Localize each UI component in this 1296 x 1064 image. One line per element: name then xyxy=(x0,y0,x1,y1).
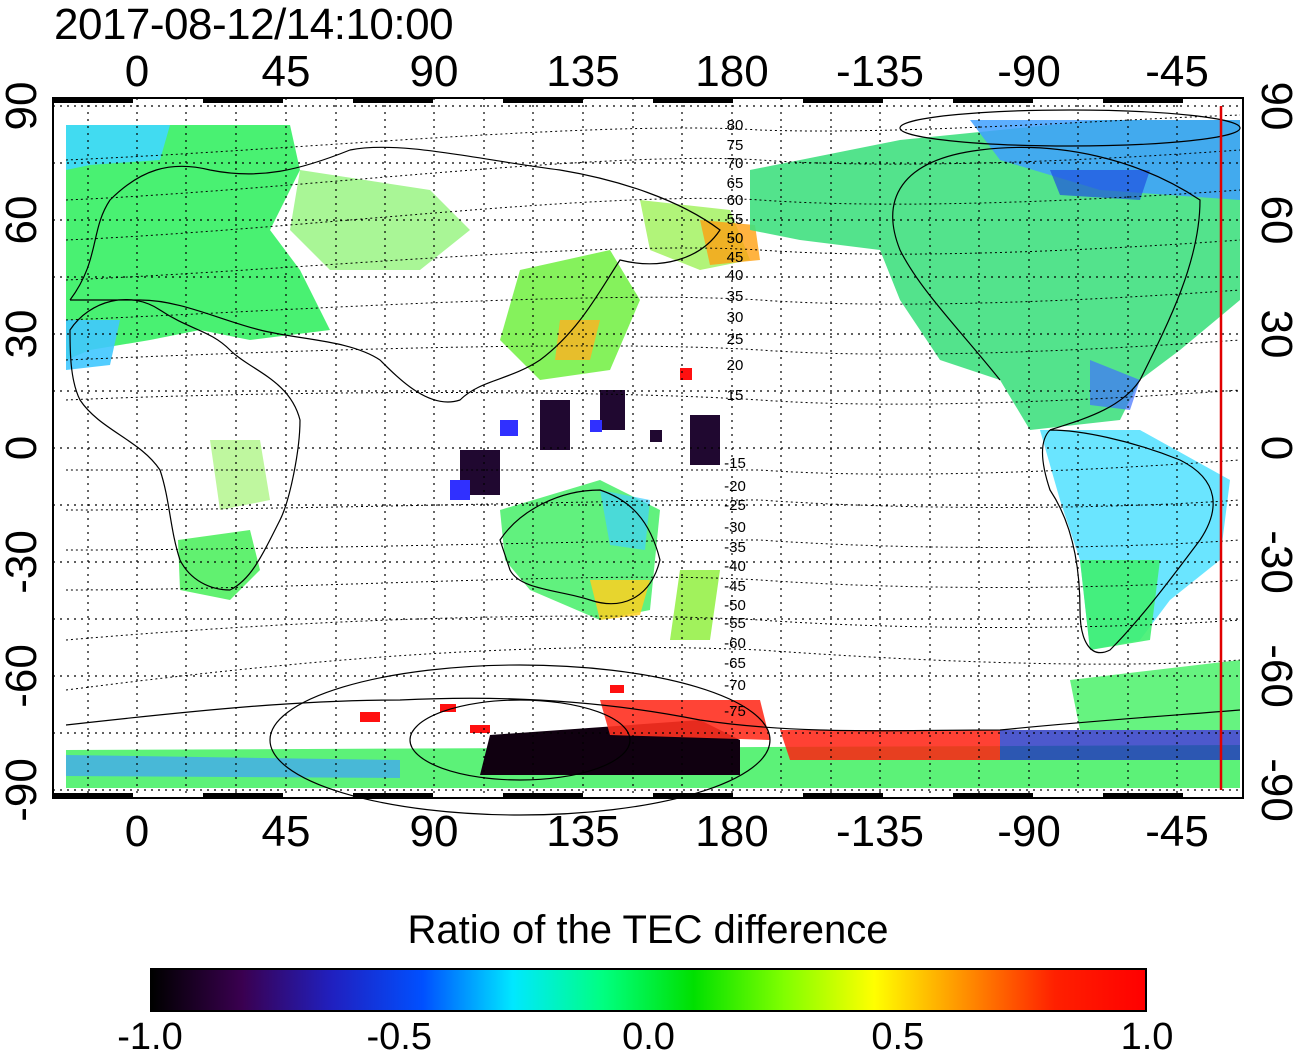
right-lat-label: -90 xyxy=(1252,758,1296,822)
magnetic-pole-ovals xyxy=(269,109,1241,816)
left-lat-label: -30 xyxy=(0,530,46,594)
tec-data-patches xyxy=(66,120,1240,788)
top-lon-label: 45 xyxy=(262,47,311,96)
magnetic-latitude-label: -50 xyxy=(724,597,746,614)
top-lon-label: 90 xyxy=(410,47,459,96)
right-latitude-labels: 90 60 30 0 -30 -60 -90 xyxy=(1252,82,1296,822)
top-lon-label: 135 xyxy=(546,47,619,96)
left-lat-label: 30 xyxy=(0,310,46,359)
magnetic-latitude-label: -65 xyxy=(724,655,746,672)
magnetic-latitude-label: 50 xyxy=(727,230,744,247)
bottom-longitude-labels: 0 45 90 135 180 -135 -90 -45 xyxy=(125,807,1209,856)
colorbar xyxy=(150,968,1147,1012)
magnetic-latitude-label: 20 xyxy=(727,357,744,374)
bottom-lon-label: -90 xyxy=(997,807,1061,856)
tec-map: 8075706560555045403530252015-15-20-25-30… xyxy=(0,47,1296,856)
top-lon-label: -90 xyxy=(997,47,1061,96)
right-lat-label: -30 xyxy=(1252,530,1296,594)
magnetic-latitude-label: 40 xyxy=(727,267,744,284)
right-lat-label: 0 xyxy=(1252,436,1296,460)
magnetic-latitude-label: -20 xyxy=(724,478,746,495)
bottom-lon-label: 135 xyxy=(546,807,619,856)
left-lat-label: 60 xyxy=(0,196,46,245)
left-lat-label: -60 xyxy=(0,644,46,708)
bottom-lon-label: 45 xyxy=(262,807,311,856)
magnetic-latitude-label: -35 xyxy=(724,539,746,556)
magnetic-latitude-label: -15 xyxy=(724,455,746,472)
top-lon-label: -45 xyxy=(1145,47,1209,96)
right-lat-label: 90 xyxy=(1252,82,1296,131)
magnetic-latitude-label: -40 xyxy=(724,558,746,575)
top-lon-label: 0 xyxy=(125,47,149,96)
magnetic-latitude-labels: 8075706560555045403530252015-15-20-25-30… xyxy=(724,117,746,720)
colorbar-tick-label: 1.0 xyxy=(1120,1016,1174,1058)
colorbar-tick-label: -1.0 xyxy=(117,1016,183,1058)
bottom-lon-label: -135 xyxy=(836,807,924,856)
bottom-lon-label: 90 xyxy=(410,807,459,856)
colorbar-tick-label: -0.5 xyxy=(366,1016,432,1058)
top-lon-label: -135 xyxy=(836,47,924,96)
magnetic-latitude-label: 35 xyxy=(727,288,744,305)
magnetic-latitude-label: 15 xyxy=(727,387,744,404)
magnetic-latitude-label: -60 xyxy=(724,635,746,652)
magnetic-latitude-label: 65 xyxy=(727,175,744,192)
magnetic-latitude-label: 70 xyxy=(727,155,744,172)
coastlines xyxy=(65,146,1241,732)
magnetic-latitude-label: -75 xyxy=(724,703,746,720)
magnetic-latitude-label: -55 xyxy=(724,615,746,632)
left-lat-label: -90 xyxy=(0,758,46,822)
left-lat-label: 0 xyxy=(0,436,46,460)
magnetic-latitude-label: 45 xyxy=(727,249,744,266)
graticule xyxy=(53,98,1243,798)
colorbar-tick-label: 0.5 xyxy=(871,1016,925,1058)
colorbar-title: Ratio of the TEC difference xyxy=(407,908,889,952)
axis-ticks xyxy=(53,97,1243,799)
left-lat-label: 90 xyxy=(0,82,46,131)
bottom-lon-label: -45 xyxy=(1145,807,1209,856)
magnetic-latitude-label: -70 xyxy=(724,677,746,694)
right-lat-label: 30 xyxy=(1252,310,1296,359)
magnetic-latitude-label: 30 xyxy=(727,309,744,326)
magnetic-latitude-label: -30 xyxy=(724,519,746,536)
magnetic-latitude-label: -45 xyxy=(724,578,746,595)
right-lat-label: -60 xyxy=(1252,644,1296,708)
top-lon-label: 180 xyxy=(695,47,768,96)
magnetic-latitude-label: 60 xyxy=(727,192,744,209)
right-lat-label: 60 xyxy=(1252,196,1296,245)
magnetic-latitude-label: 55 xyxy=(727,211,744,228)
magnetic-latitude-label: 25 xyxy=(727,331,744,348)
bottom-lon-label: 0 xyxy=(125,807,149,856)
timestamp: 2017-08-12/14:10:00 xyxy=(54,0,454,49)
magnetic-latitude-label: 75 xyxy=(727,137,744,154)
magnetic-latitude-contours xyxy=(65,114,1241,691)
colorbar-tick-label: 0.0 xyxy=(622,1016,675,1058)
magnetic-latitude-label: -25 xyxy=(724,497,746,514)
magnetic-latitude-label: 80 xyxy=(727,117,744,134)
top-longitude-labels: 0 45 90 135 180 -135 -90 -45 xyxy=(125,47,1209,96)
bottom-lon-label: 180 xyxy=(695,807,768,856)
left-latitude-labels: 90 60 30 0 -30 -60 -90 xyxy=(0,82,46,822)
